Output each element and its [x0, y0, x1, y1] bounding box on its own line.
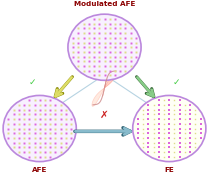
Circle shape — [68, 14, 141, 80]
Text: ✗: ✗ — [100, 110, 109, 120]
Polygon shape — [104, 70, 117, 88]
Circle shape — [3, 95, 76, 162]
Text: ✓: ✓ — [29, 78, 36, 87]
Text: ✓: ✓ — [173, 78, 180, 87]
Polygon shape — [92, 88, 104, 106]
Text: AFE: AFE — [32, 167, 47, 173]
Circle shape — [133, 95, 206, 162]
Text: FE: FE — [164, 167, 174, 173]
Text: Modulated AFE: Modulated AFE — [74, 1, 135, 7]
